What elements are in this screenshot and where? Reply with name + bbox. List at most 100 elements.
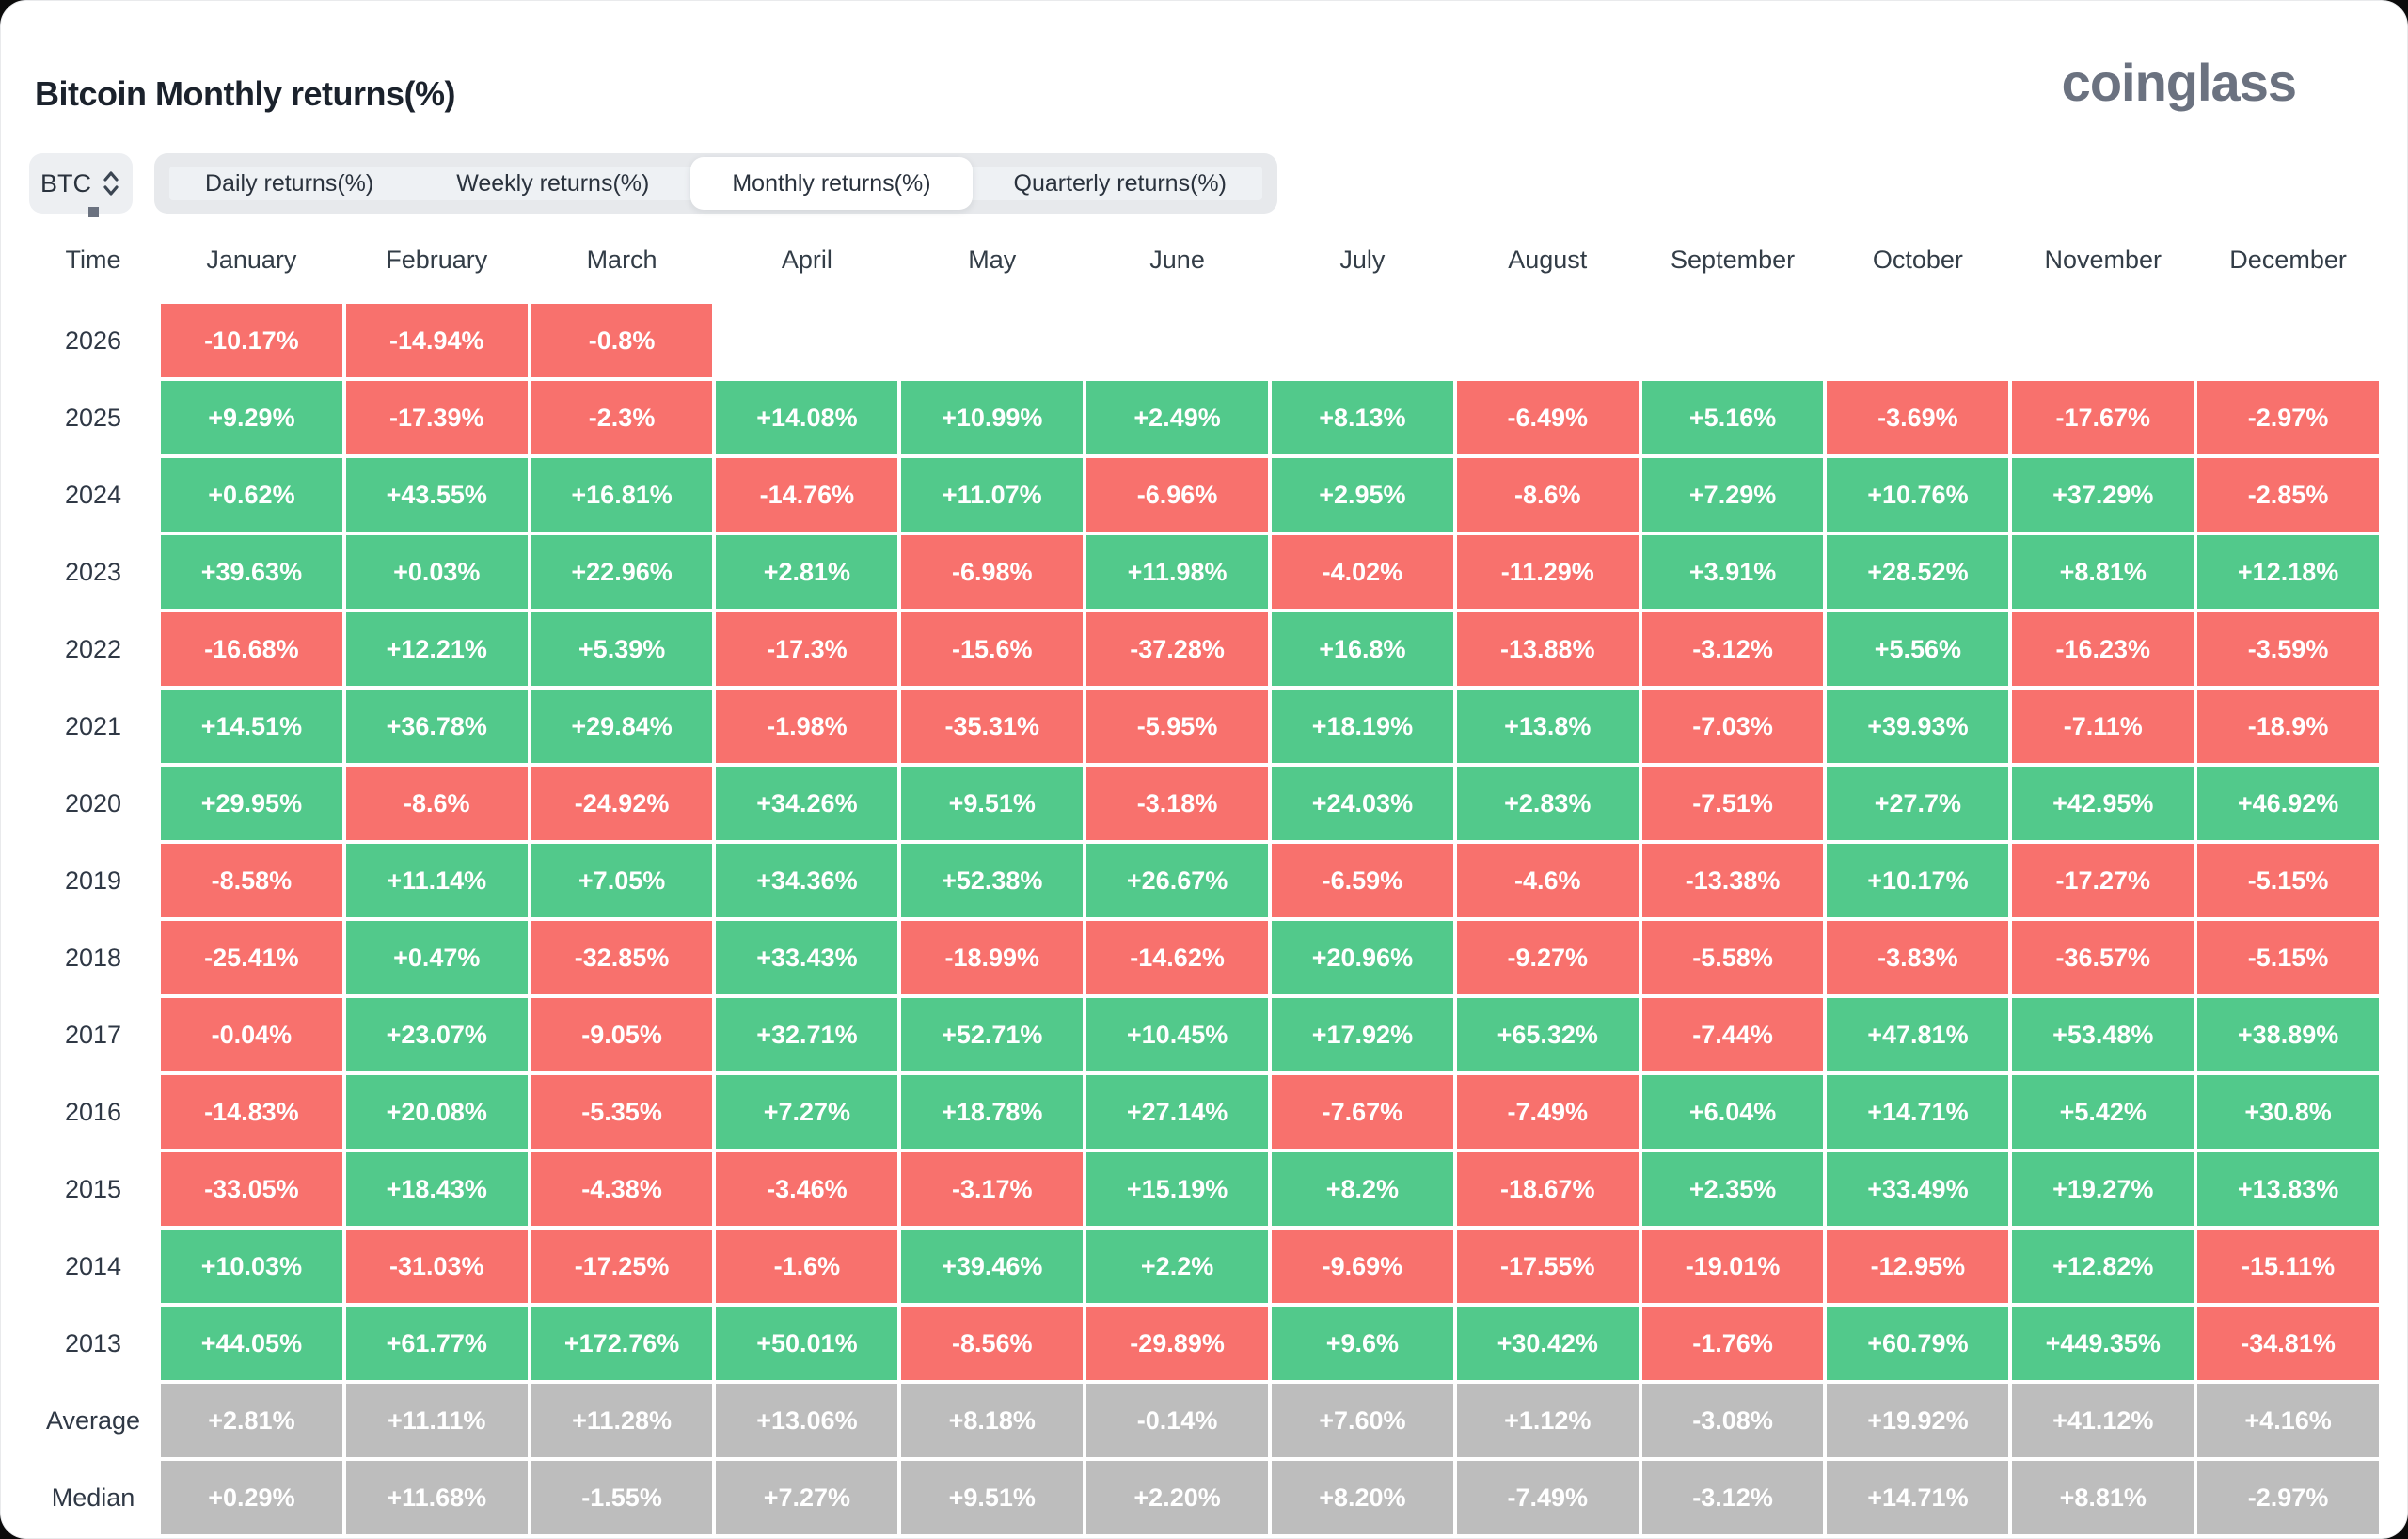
- return-cell: +11.98%: [1086, 535, 1268, 609]
- return-cell: +1.12%: [1456, 1384, 1639, 1457]
- return-cell: +41.12%: [2012, 1384, 2194, 1457]
- row-label: 2015: [64, 1174, 122, 1203]
- return-cell: -33.05%: [161, 1152, 342, 1226]
- return-cell: -3.59%: [2197, 612, 2379, 686]
- return-cell: [2197, 304, 2379, 377]
- dropdown-marker: [88, 207, 99, 217]
- tab-weekly[interactable]: Weekly returns(%): [415, 153, 690, 214]
- return-cell: +50.01%: [716, 1307, 898, 1380]
- return-cell: -0.04%: [161, 998, 342, 1071]
- return-cell: -10.17%: [161, 304, 342, 377]
- return-cell: +10.03%: [161, 1230, 342, 1303]
- return-cell: -18.67%: [1456, 1152, 1639, 1226]
- return-cell: -15.11%: [2197, 1230, 2379, 1303]
- return-cell: [1827, 304, 2008, 377]
- row-label: 2014: [64, 1251, 122, 1280]
- return-cell: +42.95%: [2012, 767, 2194, 840]
- return-cell: [1457, 304, 1639, 377]
- return-cell: +46.92%: [2197, 767, 2379, 840]
- return-cell: -32.85%: [531, 921, 713, 994]
- return-cell: +11.14%: [345, 844, 528, 917]
- return-cell: +23.07%: [345, 998, 528, 1071]
- return-cell: -2.97%: [2197, 381, 2379, 454]
- return-cell: +2.35%: [1641, 1152, 1824, 1226]
- return-cell: +20.08%: [345, 1075, 528, 1149]
- column-header: July: [1339, 245, 1386, 274]
- row-label: 2023: [64, 557, 122, 586]
- return-cell: -9.05%: [531, 998, 713, 1071]
- return-cell: -13.38%: [1641, 844, 1824, 917]
- return-cell: -14.76%: [716, 458, 898, 532]
- return-cell: +39.46%: [901, 1230, 1084, 1303]
- return-cell: +8.20%: [1271, 1461, 1453, 1534]
- return-cell: +13.83%: [2197, 1152, 2379, 1226]
- return-cell: +19.92%: [1827, 1384, 2009, 1457]
- return-cell: -1.76%: [1641, 1307, 1824, 1380]
- return-cell: -18.99%: [901, 921, 1084, 994]
- return-cell: +8.81%: [2012, 535, 2194, 609]
- return-cell: -12.95%: [1827, 1230, 2009, 1303]
- return-cell: +39.93%: [1827, 690, 2009, 763]
- return-cell: -17.39%: [345, 381, 528, 454]
- symbol-select[interactable]: BTC: [29, 153, 133, 214]
- return-cell: -3.46%: [716, 1152, 898, 1226]
- tab-daily[interactable]: Daily returns(%): [164, 153, 415, 214]
- return-cell: +52.71%: [901, 998, 1084, 1071]
- return-cell: -3.69%: [1827, 381, 2009, 454]
- tab-bar: Daily returns(%) Weekly returns(%) Monthly…: [154, 153, 1277, 214]
- return-cell: -13.88%: [1456, 612, 1639, 686]
- return-cell: +2.2%: [1086, 1230, 1268, 1303]
- return-cell: -3.12%: [1641, 612, 1824, 686]
- return-cell: [1272, 304, 1453, 377]
- column-header: April: [781, 245, 832, 274]
- return-cell: +34.36%: [716, 844, 898, 917]
- return-cell: -7.11%: [2012, 690, 2194, 763]
- row-label: 2022: [64, 634, 122, 663]
- return-cell: +18.43%: [345, 1152, 528, 1226]
- return-cell: -25.41%: [161, 921, 342, 994]
- return-cell: -6.59%: [1271, 844, 1453, 917]
- tab-monthly[interactable]: Monthly returns(%): [690, 157, 973, 210]
- return-cell: +10.17%: [1827, 844, 2009, 917]
- return-cell: +5.39%: [531, 612, 713, 686]
- symbol-select-label: BTC: [40, 168, 91, 198]
- return-cell: +449.35%: [2012, 1307, 2194, 1380]
- return-cell: +34.26%: [716, 767, 898, 840]
- return-cell: -3.17%: [901, 1152, 1084, 1226]
- row-label: Average: [45, 1405, 141, 1435]
- return-cell: -4.38%: [531, 1152, 713, 1226]
- return-cell: -7.51%: [1641, 767, 1824, 840]
- returns-table: Time January February March April May June July…: [29, 227, 2379, 1534]
- return-cell: +60.79%: [1827, 1307, 2009, 1380]
- return-cell: [716, 304, 897, 377]
- column-header: June: [1149, 245, 1205, 274]
- return-cell: -6.96%: [1086, 458, 1268, 532]
- return-cell: -0.14%: [1086, 1384, 1268, 1457]
- return-cell: +44.05%: [161, 1307, 342, 1380]
- return-cell: -2.3%: [531, 381, 713, 454]
- tab-quarterly[interactable]: Quarterly returns(%): [973, 153, 1268, 214]
- page-title: Bitcoin Monthly returns(%): [35, 74, 455, 113]
- return-cell: +27.14%: [1086, 1075, 1268, 1149]
- column-header: August: [1508, 245, 1588, 274]
- return-cell: -6.49%: [1456, 381, 1639, 454]
- row-label: 2019: [64, 865, 122, 895]
- return-cell: +61.77%: [345, 1307, 528, 1380]
- return-cell: +7.05%: [531, 844, 713, 917]
- return-cell: +22.96%: [531, 535, 713, 609]
- return-cell: -8.56%: [901, 1307, 1084, 1380]
- return-cell: +20.96%: [1271, 921, 1453, 994]
- return-cell: +4.16%: [2197, 1384, 2379, 1457]
- return-cell: +10.45%: [1086, 998, 1268, 1071]
- return-cell: -11.29%: [1456, 535, 1639, 609]
- return-cell: +0.47%: [345, 921, 528, 994]
- return-cell: -5.95%: [1086, 690, 1268, 763]
- column-header: February: [386, 245, 488, 274]
- return-cell: +172.76%: [531, 1307, 713, 1380]
- return-cell: -18.9%: [2197, 690, 2379, 763]
- return-cell: +8.13%: [1271, 381, 1453, 454]
- return-cell: +38.89%: [2197, 998, 2379, 1071]
- return-cell: +14.51%: [161, 690, 342, 763]
- return-cell: -8.58%: [161, 844, 342, 917]
- return-cell: +0.29%: [161, 1461, 342, 1534]
